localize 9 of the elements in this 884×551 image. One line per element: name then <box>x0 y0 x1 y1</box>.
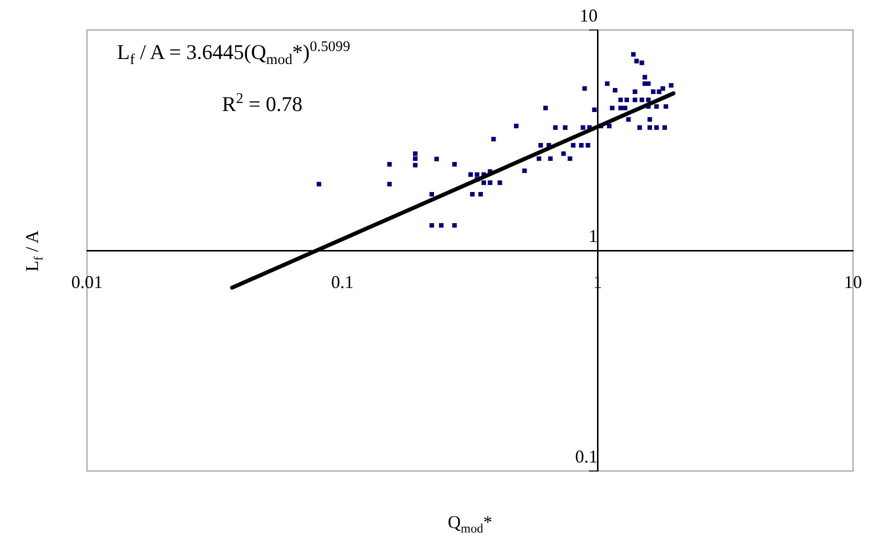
y-tick-label: 0.1 <box>575 446 598 467</box>
x-axis-title: Q$_{mod}$* <box>448 512 492 536</box>
y-tick-label: 1 <box>588 226 598 246</box>
x-tick-label: 0.1 <box>331 272 354 292</box>
x-tick-label: 0.01 <box>71 272 103 292</box>
x-tick-label: 10 <box>844 272 862 292</box>
y-tick-label: 10 <box>580 6 598 26</box>
annotation: R$^{2}$ = 0.78 <box>222 91 302 116</box>
annotation: L$_{f}$ / A = 3.6445(Q$_{mod}$*)$^{0.5099}$ <box>117 39 350 68</box>
